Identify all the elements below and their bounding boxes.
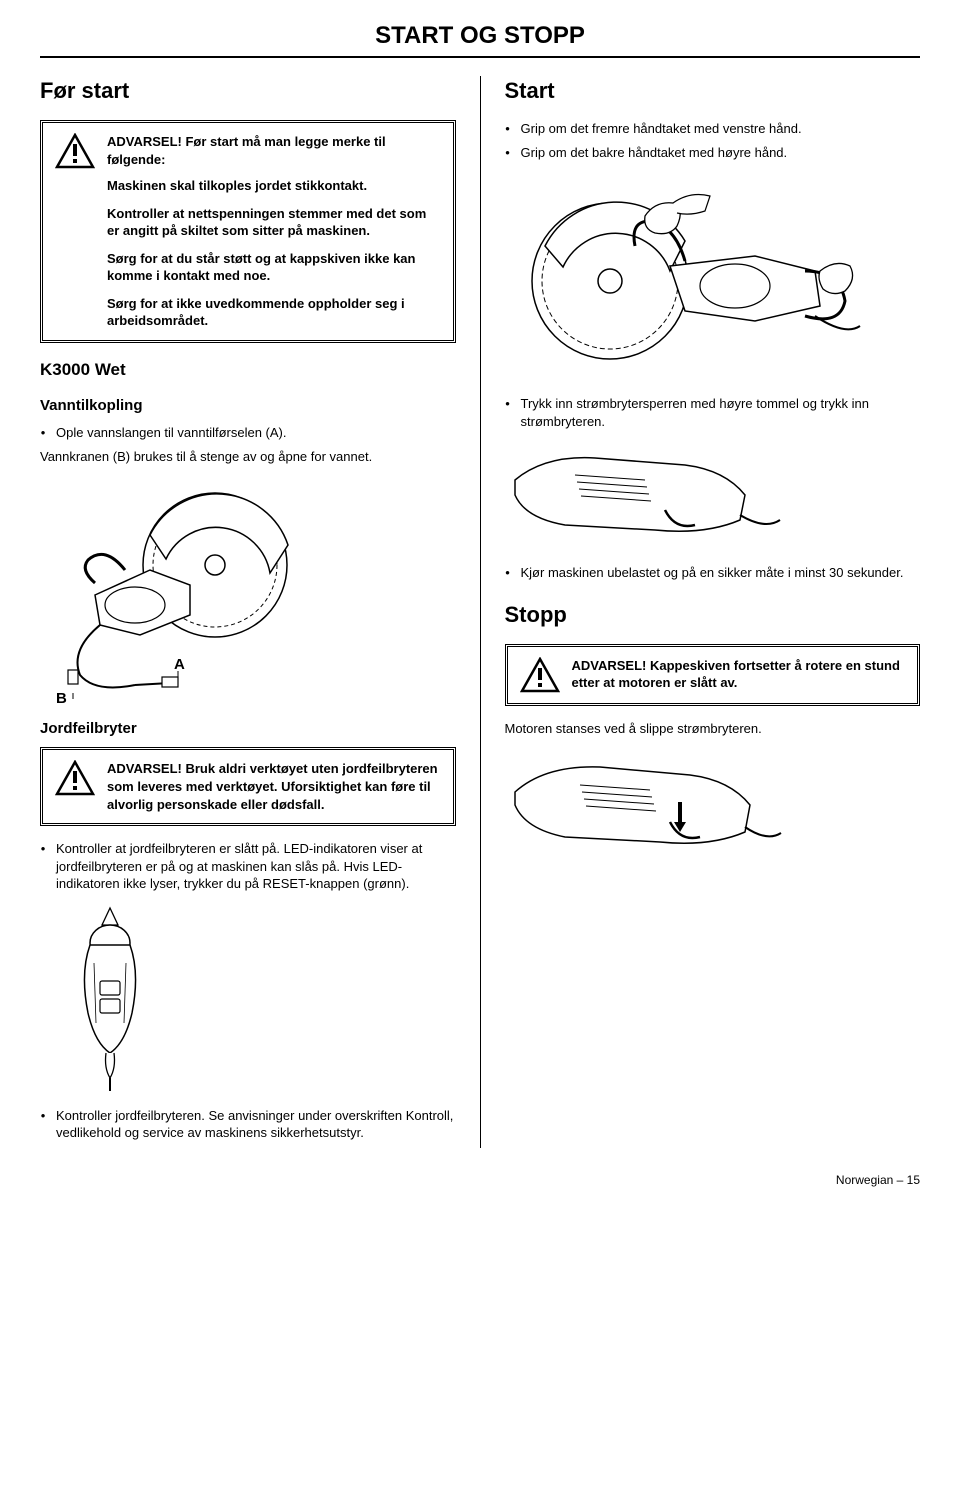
paragraph-vannkranen: Vannkranen (B) brukes til å stenge av og… <box>40 448 456 466</box>
label-a: A <box>174 656 185 673</box>
bullet-dot: • <box>505 120 511 138</box>
bullet-text: Grip om det bakre håndtaket med høyre hå… <box>521 144 788 162</box>
warning-para: Sørg for at ikke uvedkommende oppholder … <box>55 295 441 330</box>
bullet-item: • Trykk inn strømbrytersperren med høyre… <box>505 395 921 430</box>
footer-page-number: 15 <box>907 1173 920 1187</box>
left-column: Før start ADVARSEL! Før start må man leg… <box>40 76 481 1147</box>
bullet-dot: • <box>40 840 46 893</box>
bullet-item: • Ople vannslangen til vanntilførselen (… <box>40 424 456 442</box>
warning-lead-text: ADVARSEL! Før start må man legge merke t… <box>107 133 441 168</box>
bullet-item: • Grip om det bakre håndtaket med høyre … <box>505 144 921 162</box>
right-column: Start • Grip om det fremre håndtaket med… <box>481 76 921 1147</box>
warning-box-jordfeil: ADVARSEL! Bruk aldri verktøyet uten jord… <box>40 747 456 826</box>
bullet-text: Kjør maskinen ubelastet og på en sikker … <box>521 564 904 582</box>
bullet-dot: • <box>505 395 511 430</box>
warning-box-stopp: ADVARSEL! Kappeskiven fortsetter å roter… <box>505 644 921 706</box>
bullet-dot: • <box>505 144 511 162</box>
paragraph-motoren: Motoren stanses ved å slippe strømbryter… <box>505 720 921 738</box>
bullet-text: Kontroller jordfeilbryteren. Se anvisnin… <box>56 1107 456 1142</box>
figure-gfci-plug <box>40 903 456 1093</box>
heading-vanntilkopling: Vanntilkopling <box>40 396 456 416</box>
footer-sep: – <box>893 1173 906 1187</box>
warning-triangle-icon <box>55 760 95 796</box>
warning-para: Kontroller at nettspenningen stemmer med… <box>55 205 441 240</box>
bullet-item: • Grip om det fremre håndtaket med venst… <box>505 120 921 138</box>
heading-k3000-wet: K3000 Wet <box>40 359 456 382</box>
warning-para: Sørg for at du står støtt og at kappskiv… <box>55 250 441 285</box>
two-column-layout: Før start ADVARSEL! Før start må man leg… <box>40 76 920 1147</box>
bullet-dot: • <box>40 424 46 442</box>
warning-triangle-icon <box>55 133 95 169</box>
heading-start: Start <box>505 76 921 106</box>
footer-language: Norwegian <box>836 1173 893 1187</box>
bullet-item: • Kjør maskinen ubelastet og på en sikke… <box>505 564 921 582</box>
warning-lead-text: ADVARSEL! Kappeskiven fortsetter å roter… <box>572 657 906 692</box>
warning-box-before-start: ADVARSEL! Før start må man legge merke t… <box>40 120 456 343</box>
figure-trigger-close-up <box>505 440 921 550</box>
heading-jordfeilbryter: Jordfeilbryter <box>40 719 456 739</box>
warning-para: Maskinen skal tilkoples jordet stikkonta… <box>55 177 441 195</box>
figure-release-trigger <box>505 747 921 867</box>
bullet-item: • Kontroller jordfeilbryteren. Se anvisn… <box>40 1107 456 1142</box>
warning-lead-text: ADVARSEL! Bruk aldri verktøyet uten jord… <box>107 760 441 813</box>
bullet-dot: • <box>505 564 511 582</box>
page-title: START OG STOPP <box>40 20 920 58</box>
figure-saw-water-connection: A B <box>40 475 456 705</box>
bullet-text: Kontroller at jordfeilbryteren er slått … <box>56 840 456 893</box>
bullet-dot: • <box>40 1107 46 1142</box>
heading-before-start: Før start <box>40 76 456 106</box>
bullet-text: Trykk inn strømbrytersperren med høyre t… <box>521 395 921 430</box>
bullet-text: Grip om det fremre håndtaket med venstre… <box>521 120 802 138</box>
warning-triangle-icon <box>520 657 560 693</box>
bullet-text: Ople vannslangen til vanntilførselen (A)… <box>56 424 287 442</box>
heading-stopp: Stopp <box>505 600 921 630</box>
label-b: B <box>56 690 67 705</box>
figure-grip-saw <box>505 171 921 381</box>
bullet-item: • Kontroller at jordfeilbryteren er slåt… <box>40 840 456 893</box>
page-footer: Norwegian – 15 <box>40 1172 920 1188</box>
